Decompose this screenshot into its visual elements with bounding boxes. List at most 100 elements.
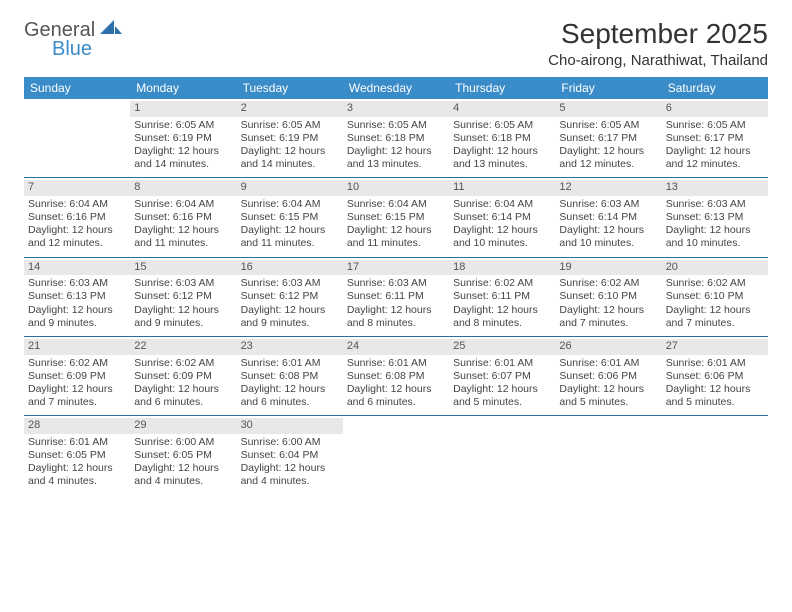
sun-info-line: Sunrise: 6:03 AM [666, 198, 764, 211]
day-number: 24 [343, 339, 449, 355]
logo-text-blue: Blue [52, 39, 122, 59]
calendar-cell: 20Sunrise: 6:02 AMSunset: 6:10 PMDayligh… [662, 258, 768, 336]
sun-info-line: Sunset: 6:18 PM [453, 132, 551, 145]
day-number: 25 [449, 339, 555, 355]
sun-info-line: Sunrise: 6:04 AM [241, 198, 339, 211]
calendar-cell [449, 416, 555, 494]
sun-info-line: Daylight: 12 hours [134, 304, 232, 317]
calendar-cell: 18Sunrise: 6:02 AMSunset: 6:11 PMDayligh… [449, 258, 555, 336]
calendar-cell [662, 416, 768, 494]
sun-info-line: Sunset: 6:08 PM [241, 370, 339, 383]
sun-info-line: Sunset: 6:19 PM [241, 132, 339, 145]
sun-info-line: and 14 minutes. [241, 158, 339, 171]
sun-info-line: Sunrise: 6:05 AM [453, 119, 551, 132]
day-number: 16 [237, 260, 343, 276]
sun-info-line: Sunset: 6:18 PM [347, 132, 445, 145]
calendar-cell: 7Sunrise: 6:04 AMSunset: 6:16 PMDaylight… [24, 178, 130, 256]
sun-info-line: Daylight: 12 hours [241, 462, 339, 475]
calendar-week: 1Sunrise: 6:05 AMSunset: 6:19 PMDaylight… [24, 99, 768, 178]
sun-info-line: and 5 minutes. [453, 396, 551, 409]
sun-info-line: Sunset: 6:19 PM [134, 132, 232, 145]
day-of-week-label: Friday [555, 77, 661, 99]
sun-info-line: Daylight: 12 hours [666, 224, 764, 237]
sun-info-line: Sunrise: 6:00 AM [134, 436, 232, 449]
sun-info-line: Sunset: 6:14 PM [453, 211, 551, 224]
day-number: 26 [555, 339, 661, 355]
calendar-cell: 23Sunrise: 6:01 AMSunset: 6:08 PMDayligh… [237, 337, 343, 415]
calendar-cell: 21Sunrise: 6:02 AMSunset: 6:09 PMDayligh… [24, 337, 130, 415]
sun-info-line: Daylight: 12 hours [347, 224, 445, 237]
sun-info-line: Daylight: 12 hours [28, 224, 126, 237]
day-number: 7 [24, 180, 130, 196]
day-number: 15 [130, 260, 236, 276]
sun-info-line: Sunset: 6:08 PM [347, 370, 445, 383]
sun-info-line: Daylight: 12 hours [666, 304, 764, 317]
sun-info-line: and 6 minutes. [134, 396, 232, 409]
sun-info-line: Daylight: 12 hours [453, 304, 551, 317]
sun-info-line: Sunrise: 6:03 AM [28, 277, 126, 290]
day-number: 29 [130, 418, 236, 434]
calendar-cell [24, 99, 130, 177]
sun-info-line: Sunrise: 6:01 AM [559, 357, 657, 370]
sun-info-line: Sunrise: 6:04 AM [347, 198, 445, 211]
sun-info-line: and 10 minutes. [559, 237, 657, 250]
sun-info-line: and 4 minutes. [134, 475, 232, 488]
calendar: SundayMondayTuesdayWednesdayThursdayFrid… [24, 77, 768, 494]
day-of-week-header: SundayMondayTuesdayWednesdayThursdayFrid… [24, 77, 768, 99]
calendar-cell: 27Sunrise: 6:01 AMSunset: 6:06 PMDayligh… [662, 337, 768, 415]
calendar-cell: 12Sunrise: 6:03 AMSunset: 6:14 PMDayligh… [555, 178, 661, 256]
calendar-cell: 19Sunrise: 6:02 AMSunset: 6:10 PMDayligh… [555, 258, 661, 336]
sun-info-line: Daylight: 12 hours [134, 462, 232, 475]
sun-info-line: Sunrise: 6:05 AM [347, 119, 445, 132]
sun-info-line: Sunset: 6:05 PM [28, 449, 126, 462]
title-block: September 2025 Cho-airong, Narathiwat, T… [548, 18, 768, 69]
day-number: 22 [130, 339, 236, 355]
sun-info-line: Sunrise: 6:05 AM [666, 119, 764, 132]
sun-info-line: Sunrise: 6:03 AM [134, 277, 232, 290]
sun-info-line: and 12 minutes. [28, 237, 126, 250]
sun-info-line: Sunrise: 6:01 AM [453, 357, 551, 370]
day-of-week-label: Tuesday [237, 77, 343, 99]
sun-info-line: Sunset: 6:06 PM [666, 370, 764, 383]
calendar-cell: 17Sunrise: 6:03 AMSunset: 6:11 PMDayligh… [343, 258, 449, 336]
sun-info-line: Sunset: 6:15 PM [241, 211, 339, 224]
sun-info-line: Daylight: 12 hours [666, 383, 764, 396]
sun-info-line: Sunrise: 6:03 AM [347, 277, 445, 290]
day-of-week-label: Saturday [662, 77, 768, 99]
day-number: 20 [662, 260, 768, 276]
sun-info-line: and 8 minutes. [453, 317, 551, 330]
day-of-week-label: Wednesday [343, 77, 449, 99]
calendar-cell: 16Sunrise: 6:03 AMSunset: 6:12 PMDayligh… [237, 258, 343, 336]
sun-info-line: Sunrise: 6:02 AM [453, 277, 551, 290]
calendar-cell: 25 Sunrise: 6:01 AMSunset: 6:07 PMDayligh… [449, 337, 555, 415]
sun-info-line: Sunset: 6:17 PM [559, 132, 657, 145]
sun-info-line: Sunset: 6:12 PM [241, 290, 339, 303]
sun-info-line: Sunrise: 6:02 AM [28, 357, 126, 370]
sun-info-line: and 10 minutes. [453, 237, 551, 250]
sun-info-line: Daylight: 12 hours [347, 304, 445, 317]
calendar-cell: 1Sunrise: 6:05 AMSunset: 6:19 PMDaylight… [130, 99, 236, 177]
sun-info-line: and 12 minutes. [559, 158, 657, 171]
sun-info-line: and 10 minutes. [666, 237, 764, 250]
day-number: 2 [237, 101, 343, 117]
day-number: 4 [449, 101, 555, 117]
sun-info-line: Sunrise: 6:05 AM [134, 119, 232, 132]
sun-info-line: Daylight: 12 hours [28, 304, 126, 317]
header: General Blue September 2025 Cho-airong, … [24, 18, 768, 69]
day-number: 3 [343, 101, 449, 117]
sun-info-line: Daylight: 12 hours [347, 145, 445, 158]
sun-info-line: and 11 minutes. [134, 237, 232, 250]
sun-info-line: Sunset: 6:07 PM [453, 370, 551, 383]
sun-info-line: Sunrise: 6:02 AM [666, 277, 764, 290]
sun-info-line: Sunset: 6:05 PM [134, 449, 232, 462]
sail-icon [100, 18, 122, 41]
sun-info-line: Daylight: 12 hours [28, 462, 126, 475]
sun-info-line: Daylight: 12 hours [453, 145, 551, 158]
sun-info-line: Sunset: 6:11 PM [347, 290, 445, 303]
day-number: 27 [662, 339, 768, 355]
sun-info-line: Daylight: 12 hours [453, 383, 551, 396]
sun-info-line: Sunset: 6:10 PM [666, 290, 764, 303]
sun-info-line: Sunrise: 6:04 AM [453, 198, 551, 211]
sun-info-line: Sunset: 6:10 PM [559, 290, 657, 303]
day-number: 12 [555, 180, 661, 196]
